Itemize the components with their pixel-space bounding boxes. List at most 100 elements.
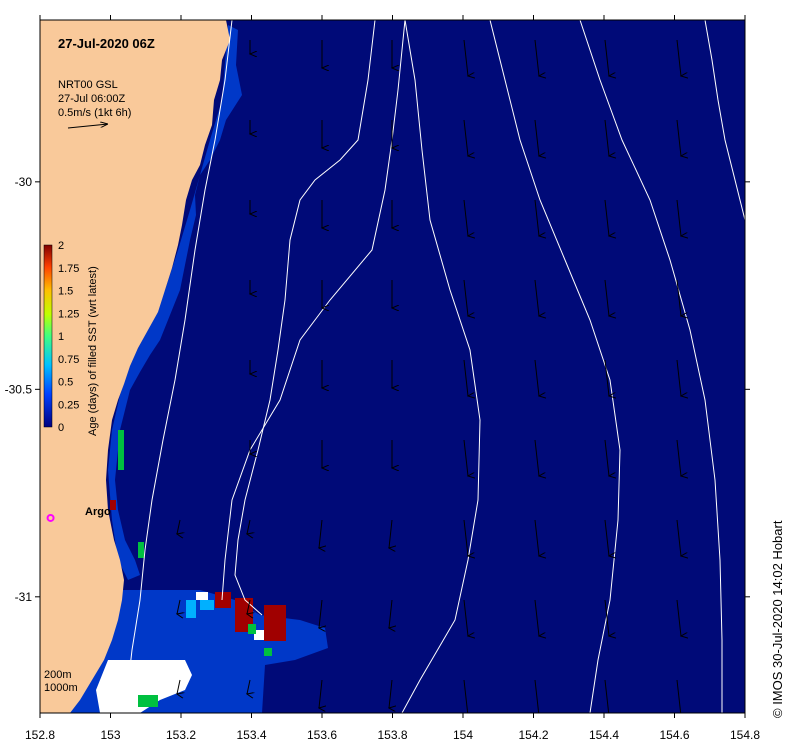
x-tick-label: 152.8 bbox=[25, 728, 55, 742]
velocity-arrow bbox=[463, 119, 468, 156]
map-title: 27-Jul-2020 06Z bbox=[58, 36, 155, 51]
velocity-arrow bbox=[534, 439, 539, 476]
current-streamline-5 bbox=[704, 20, 745, 221]
current-streamline-3 bbox=[489, 20, 621, 713]
product-label: NRT00 GSL bbox=[58, 79, 118, 91]
velocity-arrow bbox=[676, 599, 681, 636]
velocity-arrow bbox=[604, 519, 609, 556]
contour-1000m bbox=[234, 20, 376, 616]
time-label: 27-Jul 06:00Z bbox=[58, 93, 126, 105]
velocity-arrow bbox=[534, 679, 539, 713]
velocity-arrow bbox=[676, 439, 681, 476]
colorbar-tick-label: 0.5 bbox=[58, 377, 73, 389]
vector-scale-label: 0.5m/s (1kt 6h) bbox=[58, 107, 131, 119]
current-streamline-4 bbox=[579, 20, 723, 713]
velocity-arrow bbox=[463, 39, 468, 76]
velocity-arrow bbox=[604, 119, 609, 156]
x-tick-label: 154.6 bbox=[659, 728, 689, 742]
velocity-arrow bbox=[319, 679, 322, 708]
colorbar-tick-label: 1 bbox=[58, 331, 64, 343]
velocity-arrow bbox=[534, 199, 539, 236]
argo-label: Argo bbox=[85, 506, 111, 518]
fresh-data-strip bbox=[108, 25, 242, 580]
x-tick-label: 154.8 bbox=[730, 728, 760, 742]
velocity-arrow bbox=[247, 599, 250, 614]
velocity-arrow bbox=[534, 599, 539, 636]
colorbar-tick-label: 0 bbox=[58, 422, 64, 434]
y-tick-label: -31 bbox=[15, 590, 33, 604]
current-streamline-1 bbox=[221, 20, 406, 601]
depth-contours bbox=[124, 20, 745, 713]
velocity-arrow bbox=[604, 39, 609, 76]
x-tick-label: 153 bbox=[100, 728, 120, 742]
x-tick-label: 153.8 bbox=[377, 728, 407, 742]
velocity-arrow bbox=[604, 439, 609, 476]
x-axis-labels: 152.8 153 153.2 153.4 153.6 153.8 154 154.2 154.… bbox=[25, 728, 760, 742]
velocity-vectors bbox=[177, 39, 681, 713]
x-tick-label: 153.2 bbox=[166, 728, 196, 742]
vector-scale-arrow bbox=[67, 124, 108, 129]
velocity-arrow bbox=[177, 679, 180, 694]
x-tick-label: 154.2 bbox=[518, 728, 548, 742]
velocity-arrow bbox=[676, 199, 681, 236]
colorbar-tick-label: 0.75 bbox=[58, 354, 79, 366]
velocity-arrow bbox=[463, 279, 468, 316]
velocity-arrow bbox=[177, 599, 180, 614]
velocity-arrow bbox=[534, 279, 539, 316]
no-data-patch bbox=[96, 660, 192, 713]
velocity-arrow bbox=[676, 359, 681, 396]
credit-text: © IMOS 30-Jul-2020 14:02 Hobart bbox=[770, 520, 785, 718]
velocity-arrow bbox=[676, 119, 681, 156]
colorbar-ticks: 0 0.25 0.5 0.75 1 1.25 1.5 1.75 2 bbox=[58, 240, 79, 434]
velocity-arrow bbox=[389, 519, 392, 548]
velocity-arrow bbox=[463, 519, 468, 556]
y-tick-label: -30 bbox=[15, 175, 33, 189]
velocity-arrow bbox=[247, 519, 250, 534]
velocity-arrow bbox=[177, 519, 180, 534]
velocity-arrow bbox=[676, 519, 681, 556]
velocity-arrow bbox=[604, 359, 609, 396]
colorbar-ramp bbox=[43, 244, 53, 428]
land-mask bbox=[40, 20, 230, 713]
velocity-arrow bbox=[463, 199, 468, 236]
velocity-arrow bbox=[534, 359, 539, 396]
y-axis-labels: -30 -30.5 -31 bbox=[5, 175, 33, 604]
y-tick-label: -30.5 bbox=[5, 382, 33, 396]
colorbar: 0 0.25 0.5 0.75 1 1.25 1.5 1.75 2 Age (days) of … bbox=[43, 240, 99, 436]
x-tick-label: 153.4 bbox=[236, 728, 266, 742]
velocity-arrow bbox=[463, 439, 468, 476]
velocity-arrow bbox=[463, 679, 468, 713]
argo-marker-icon[interactable] bbox=[46, 513, 55, 522]
velocity-arrow bbox=[463, 599, 468, 636]
contour-200m bbox=[124, 20, 233, 713]
current-streamline-2 bbox=[401, 20, 481, 713]
velocity-arrow bbox=[247, 679, 250, 694]
x-tick-label: 154.4 bbox=[589, 728, 619, 742]
axis-ticks bbox=[35, 15, 750, 718]
colorbar-tick-label: 0.25 bbox=[58, 399, 79, 411]
colorbar-tick-label: 2 bbox=[58, 240, 64, 252]
x-tick-label: 154 bbox=[453, 728, 473, 742]
velocity-arrow bbox=[604, 599, 609, 636]
velocity-arrow bbox=[534, 119, 539, 156]
colorbar-title: Age (days) of filled SST (wrt latest) bbox=[87, 266, 99, 436]
velocity-arrow bbox=[463, 359, 468, 396]
velocity-arrow bbox=[534, 39, 539, 76]
x-tick-label: 153.6 bbox=[307, 728, 337, 742]
velocity-arrow bbox=[676, 679, 681, 713]
depth-label-200m: 200m bbox=[44, 669, 72, 681]
velocity-arrow bbox=[319, 519, 322, 548]
velocity-arrow bbox=[389, 599, 392, 628]
velocity-arrow bbox=[604, 279, 609, 316]
colorbar-tick-label: 1.25 bbox=[58, 308, 79, 320]
velocity-arrow bbox=[676, 39, 681, 76]
velocity-arrow bbox=[319, 599, 322, 628]
velocity-arrow bbox=[389, 679, 392, 708]
velocity-arrow bbox=[604, 199, 609, 236]
depth-label-1000m: 1000m bbox=[44, 682, 78, 694]
colorbar-tick-label: 1.75 bbox=[58, 263, 79, 275]
colorbar-tick-label: 1.5 bbox=[58, 286, 73, 298]
velocity-arrow bbox=[604, 679, 609, 713]
velocity-arrow bbox=[676, 279, 681, 316]
